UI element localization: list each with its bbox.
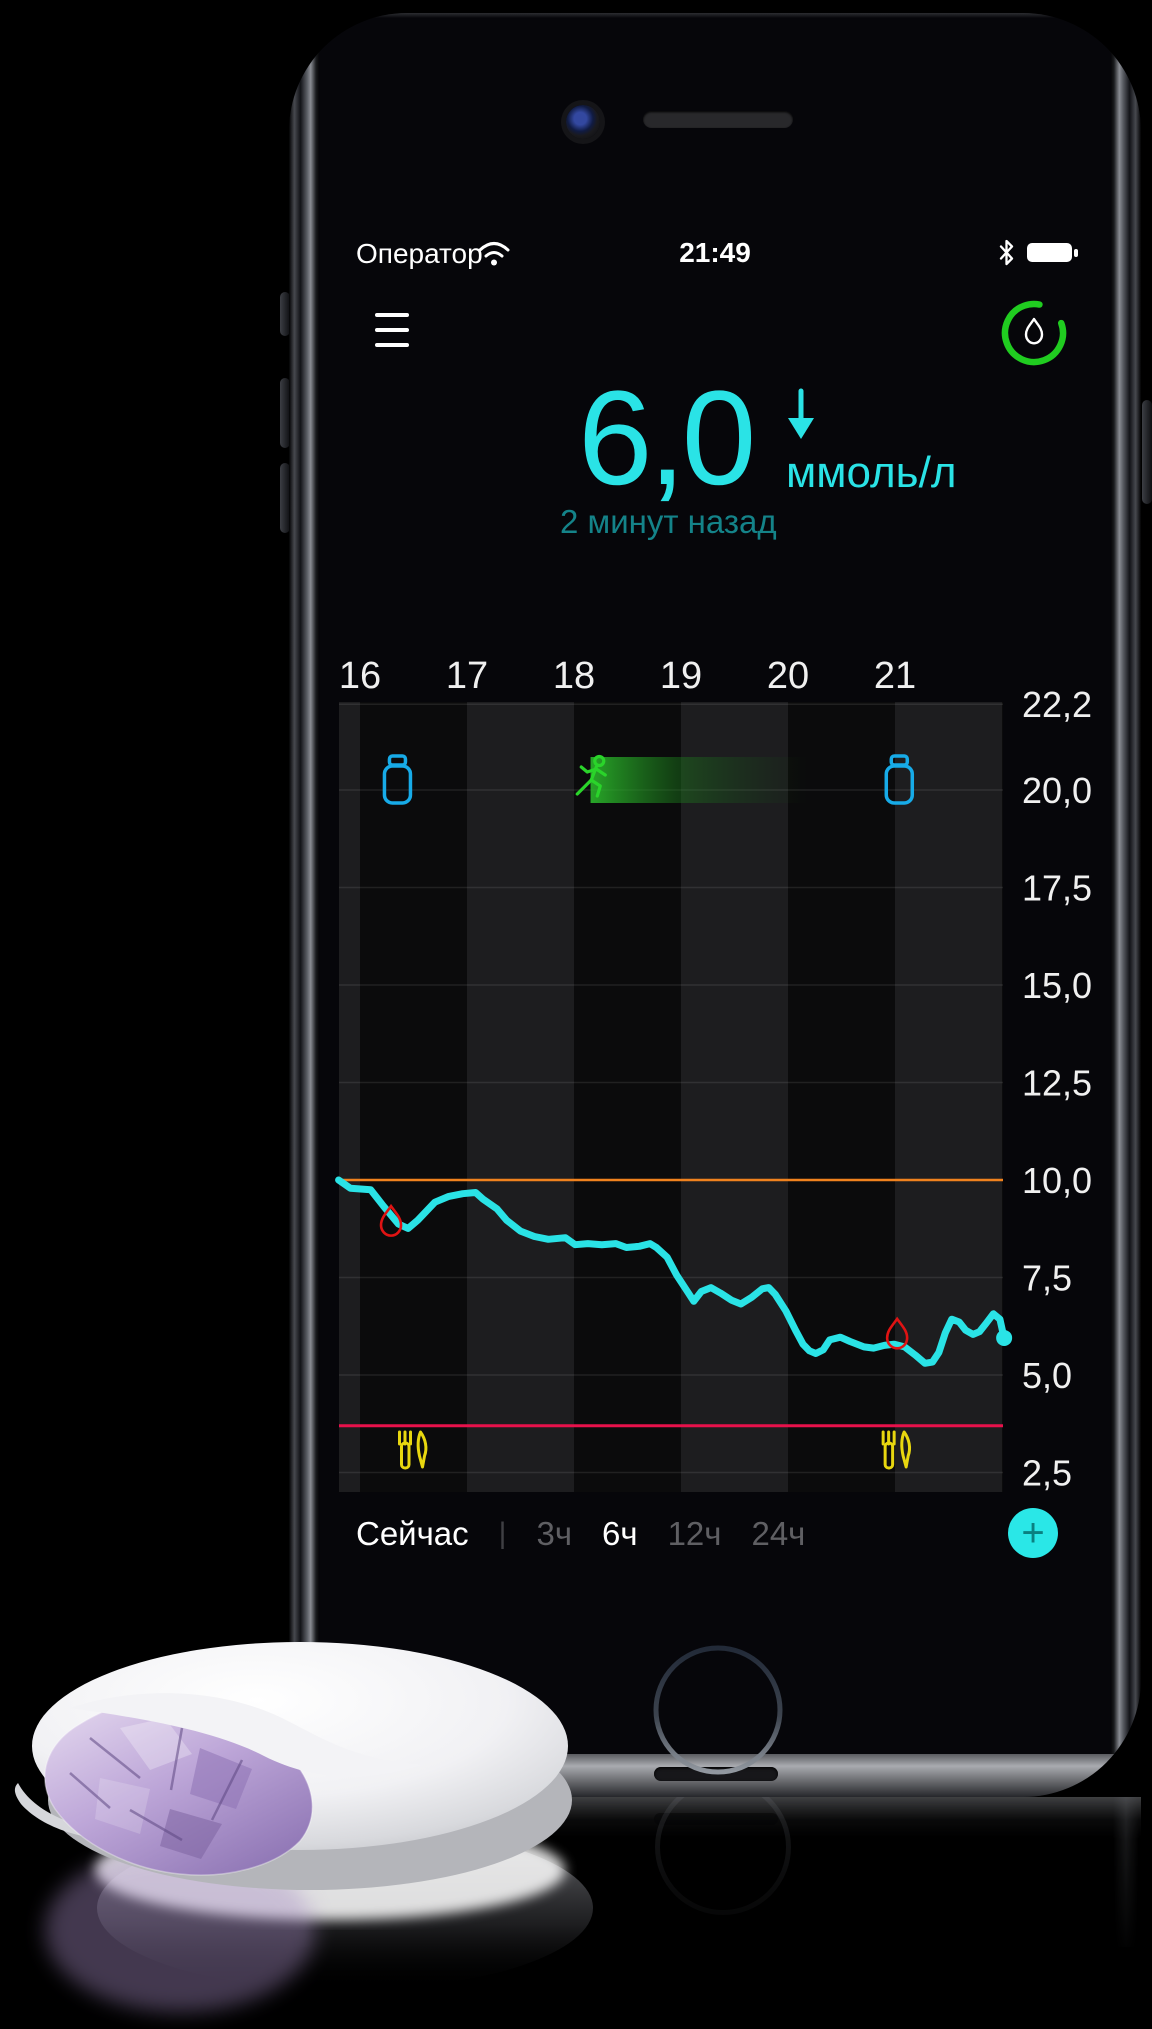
carrier-label: Оператор	[356, 238, 483, 269]
trend-down-arrow-icon	[788, 388, 814, 439]
y-axis-label: 2,5	[1022, 1453, 1072, 1494]
home-button[interactable]	[650, 1642, 786, 1778]
sensor-status-button[interactable]	[995, 295, 1073, 373]
add-event-button[interactable]: +	[1008, 1508, 1058, 1558]
calibration-marker	[379, 1203, 403, 1237]
home-button-reflection	[655, 1779, 791, 1915]
hour-column	[467, 702, 574, 1492]
meal-icon	[881, 1430, 912, 1470]
knife-blade	[416, 1430, 428, 1469]
glucose-chart[interactable]: 22,2 20,0 17,5 15,0 12,5 10,0 7,5 5,0 2,5 16 17 18 1…	[320, 635, 1120, 1505]
knife-blade	[900, 1430, 912, 1469]
vial-body	[382, 764, 413, 805]
x-axis-label: 18	[553, 655, 595, 697]
current-reading-dot	[996, 1329, 1013, 1346]
calibration-marker	[885, 1316, 909, 1350]
mute-switch[interactable]	[280, 292, 290, 336]
reading-age-label: 2 минут назад	[560, 503, 777, 540]
earpiece-speaker	[643, 111, 793, 128]
x-axis-label: 16	[339, 655, 381, 697]
plus-icon: +	[1021, 1511, 1045, 1555]
x-axis-label: 20	[767, 655, 809, 697]
tab-6ч[interactable]: 6ч	[602, 1515, 638, 1552]
tab-divider: |	[498, 1517, 507, 1550]
runner-head	[593, 754, 606, 768]
battery-icon	[1027, 243, 1078, 262]
runner-leg	[575, 778, 593, 796]
x-axis-label: 19	[660, 655, 702, 697]
hour-column	[681, 702, 788, 1492]
exercise-runner-icon	[575, 754, 607, 798]
glucose-unit: ммоль/л	[786, 448, 957, 497]
exercise-bar	[590, 757, 807, 803]
y-axis-label: 15,0	[1022, 965, 1092, 1006]
menu-button[interactable]	[375, 313, 409, 353]
runner-leg	[589, 778, 602, 798]
droplet-icon	[1024, 317, 1044, 345]
bluetooth-icon	[999, 239, 1014, 266]
insulin-vial-icon	[884, 754, 915, 805]
volume-down-button[interactable]	[280, 463, 290, 533]
phone-left-edge	[289, 13, 319, 1797]
y-axis-label: 12,5	[1022, 1063, 1092, 1104]
hour-column	[895, 702, 1002, 1492]
sensor-wing	[14, 1783, 188, 1841]
right-edge-reflection	[1113, 1797, 1139, 1947]
x-axis-label: 21	[874, 655, 916, 697]
power-button[interactable]	[1142, 400, 1152, 504]
runner-arm	[579, 765, 598, 774]
cgm-sensor-photo	[14, 1642, 593, 2012]
vial-body	[884, 764, 915, 805]
insulin-vial-icon	[382, 754, 413, 805]
y-axis-label: 20,0	[1022, 770, 1092, 811]
y-axis-label: 7,5	[1022, 1258, 1072, 1299]
y-axis-label: 17,5	[1022, 868, 1092, 909]
time-range-tabbar: Сейчас | 3ч 6ч 12ч 24ч	[356, 1515, 805, 1553]
wifi-icon	[478, 242, 510, 266]
glucose-trace	[335, 1176, 1008, 1367]
sensor-life-ring-icon	[1001, 300, 1067, 366]
y-axis-label: 10,0	[1022, 1160, 1092, 1201]
x-axis-label: 17	[446, 655, 488, 697]
y-axis-label: 5,0	[1022, 1355, 1072, 1396]
glucose-value: 6,0	[578, 364, 756, 513]
hour-column	[339, 702, 360, 1492]
phone-right-edge	[1111, 13, 1141, 1797]
tab-12ч[interactable]: 12ч	[667, 1515, 722, 1552]
status-time: 21:49	[679, 237, 751, 268]
tab-сейчас[interactable]: Сейчас	[356, 1515, 469, 1552]
crystal-reflection	[45, 1848, 315, 2012]
plot-background	[339, 702, 1003, 1492]
sensor-dome-overhang	[70, 1693, 422, 1777]
tab-24ч[interactable]: 24ч	[751, 1515, 806, 1552]
meal-icon	[398, 1430, 428, 1470]
volume-up-button[interactable]	[280, 378, 290, 448]
fork-handle	[400, 1441, 411, 1470]
fork-handle	[883, 1441, 895, 1470]
runner-arm	[594, 767, 607, 777]
front-camera	[566, 105, 600, 139]
y-axis-label: 22,2	[1022, 684, 1092, 725]
phone-top-edge	[349, 13, 1081, 18]
tab-3ч[interactable]: 3ч	[536, 1515, 573, 1552]
hamburger-icon	[375, 313, 409, 317]
